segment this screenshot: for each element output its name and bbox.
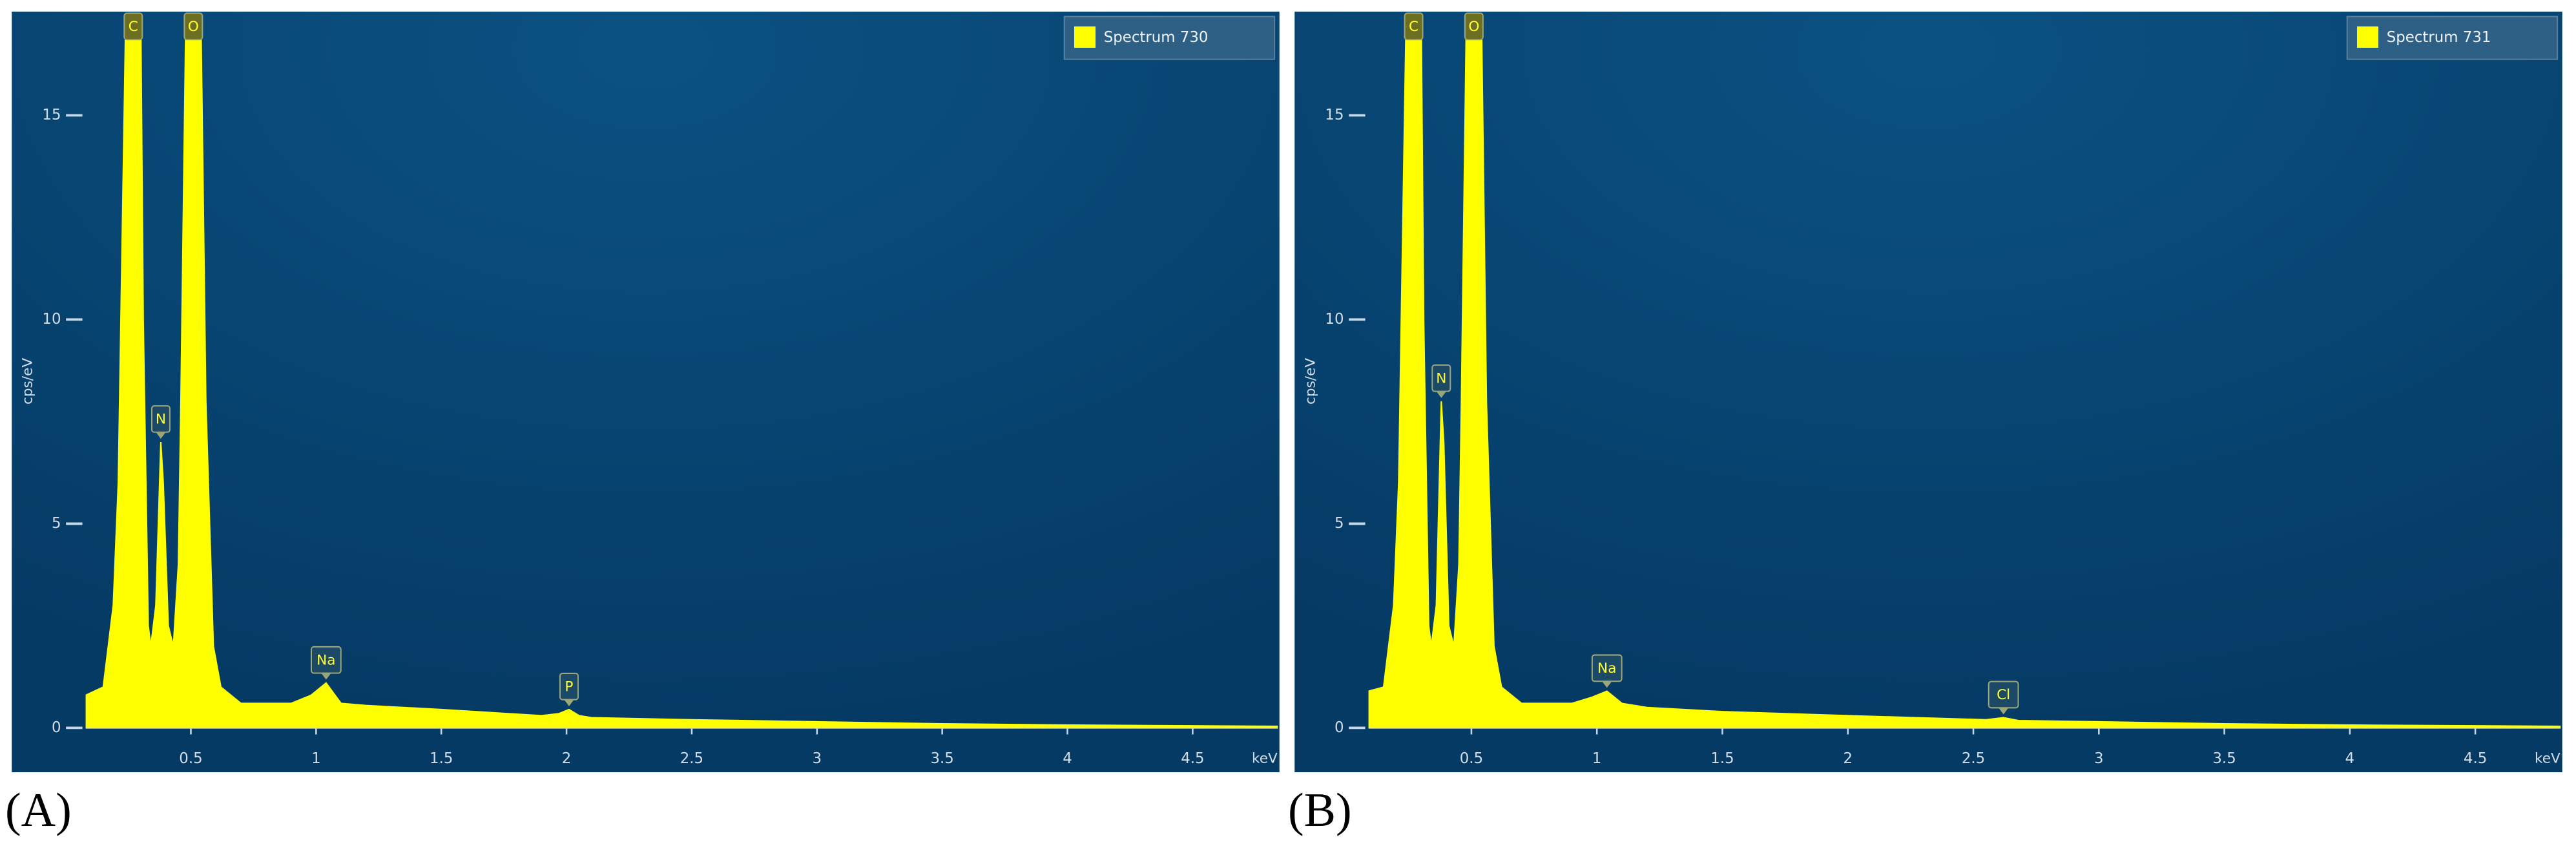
x-tick-label: 3 xyxy=(813,750,822,767)
legend-label: Spectrum 730 xyxy=(1104,29,1209,46)
peak-label: C xyxy=(129,19,138,35)
peak-label-pointer xyxy=(156,432,166,439)
y-tick-label: 5 xyxy=(52,515,61,532)
peak-label-pointer xyxy=(321,673,331,680)
peak-label-pointer xyxy=(1436,391,1446,398)
x-tick-label: 4 xyxy=(1063,750,1072,767)
legend-box xyxy=(1063,16,1276,60)
peak-label-box xyxy=(183,12,203,41)
x-tick-label: 2 xyxy=(1843,750,1853,767)
peak-label: O xyxy=(188,19,199,35)
y-tick-label: 15 xyxy=(42,107,61,123)
panel-label: (B) xyxy=(1288,784,1352,837)
x-axis-label: keV xyxy=(1252,751,1278,767)
x-tick-label: 4 xyxy=(2345,750,2355,767)
legend-label: Spectrum 731 xyxy=(2387,29,2491,46)
spectrum-area xyxy=(85,13,1278,728)
y-tick-label: 10 xyxy=(1325,311,1344,328)
x-tick-label: 1 xyxy=(1592,750,1602,767)
peak-label-box xyxy=(1464,12,1484,41)
spectrum-panel: 0 5 10 15 0.5 1 1.5 2 2.5 3 3.5 4 4.5 keV cps/eV C O N Na P… xyxy=(12,12,1280,772)
panel-label: (A) xyxy=(5,784,72,837)
peak-label: Cl xyxy=(1997,687,2010,703)
legend-box xyxy=(2346,16,2559,60)
x-tick-label: 1.5 xyxy=(1710,750,1734,767)
x-tick-label: 3 xyxy=(2094,750,2104,767)
x-tick-label: 1.5 xyxy=(430,750,453,767)
background xyxy=(1294,12,2562,772)
plot-area xyxy=(1368,13,2561,728)
x-tick-label: 3.5 xyxy=(2212,750,2236,767)
x-tick-label: 0.5 xyxy=(1460,750,1483,767)
legend-swatch xyxy=(1074,26,1096,48)
x-tick-label: 2.5 xyxy=(680,750,703,767)
peak-label: Na xyxy=(1597,660,1616,677)
peak-label: O xyxy=(1468,19,1479,35)
x-tick-label: 3.5 xyxy=(930,750,953,767)
legend-swatch xyxy=(2356,26,2379,48)
x-tick-label: 4.5 xyxy=(1181,750,1204,767)
y-tick-label: 0 xyxy=(52,719,61,736)
spectrum-area xyxy=(1368,13,2561,728)
x-tick-label: 1 xyxy=(311,750,321,767)
y-tick-label: 10 xyxy=(42,311,61,328)
peak-label: C xyxy=(1409,19,1418,35)
x-tick-label: 4.5 xyxy=(2464,750,2487,767)
peak-label-box xyxy=(123,12,143,41)
x-tick-label: 0.5 xyxy=(179,750,202,767)
y-axis-label: cps/eV xyxy=(1303,358,1319,405)
x-axis-label: keV xyxy=(2535,751,2560,767)
peak-label-pointer xyxy=(1602,681,1612,688)
y-axis-label: cps/eV xyxy=(20,358,36,405)
peak-label: N xyxy=(1436,371,1446,387)
peak-label-pointer xyxy=(564,699,574,706)
x-tick-label: 2 xyxy=(562,750,572,767)
background xyxy=(12,12,1280,772)
peak-label-box xyxy=(1404,12,1424,41)
peak-label: Na xyxy=(317,653,335,669)
peak-label-pointer xyxy=(1999,708,2009,715)
plot-area xyxy=(85,13,1278,728)
spectrum-panel: 0 5 10 15 0.5 1 1.5 2 2.5 3 3.5 4 4.5 keV cps/eV C O N Na C… xyxy=(1294,12,2562,772)
x-tick-label: 2.5 xyxy=(1962,750,1985,767)
y-tick-label: 15 xyxy=(1325,107,1344,123)
peak-label: N xyxy=(156,412,166,428)
peak-label: P xyxy=(565,679,573,695)
y-tick-label: 5 xyxy=(1335,515,1344,532)
y-tick-label: 0 xyxy=(1335,719,1344,736)
